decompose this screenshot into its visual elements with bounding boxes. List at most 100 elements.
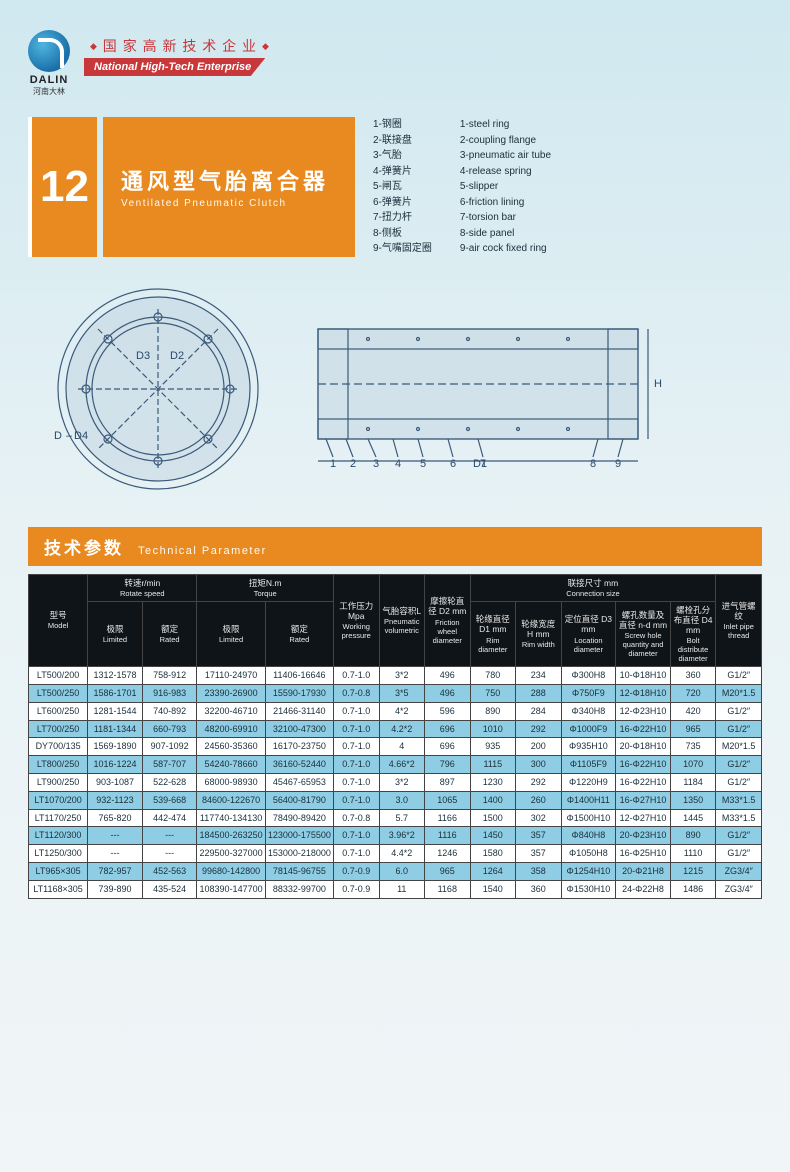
table-cell: 0.7-1.0 xyxy=(333,720,379,738)
table-cell: LT900/250 xyxy=(29,774,88,792)
table-cell: 4.2*2 xyxy=(379,720,425,738)
table-cell: 0.7-1.0 xyxy=(333,756,379,774)
table-cell: 4*2 xyxy=(379,702,425,720)
table-cell: 11406-16646 xyxy=(265,667,333,685)
section-number: 12 xyxy=(28,117,97,257)
table-cell: 12-Φ27H10 xyxy=(616,809,671,827)
table-cell: G1/2″ xyxy=(716,774,762,792)
table-cell: 3*2 xyxy=(379,667,425,685)
table-cell: 890 xyxy=(470,702,516,720)
table-cell: 739-890 xyxy=(88,880,143,898)
legend-item: 1-steel ring xyxy=(460,117,551,133)
legend-item: 3-pneumatic air tube xyxy=(460,148,551,164)
table-cell: --- xyxy=(88,827,143,845)
table-cell: 780 xyxy=(470,667,516,685)
callout-number: 6 xyxy=(450,458,456,469)
table-cell: Φ1220H9 xyxy=(561,774,616,792)
table-row: LT500/2001312-1578758-91217110-249701140… xyxy=(29,667,762,685)
table-cell: 5.7 xyxy=(379,809,425,827)
table-cell: 16-Φ22H10 xyxy=(616,774,671,792)
table-cell: 660-793 xyxy=(142,720,197,738)
table-cell: 496 xyxy=(425,667,471,685)
table-cell: 435-524 xyxy=(142,880,197,898)
table-cell: 765-820 xyxy=(88,809,143,827)
table-cell: 32200-46710 xyxy=(197,702,265,720)
table-cell: 1312-1578 xyxy=(88,667,143,685)
table-cell: 200 xyxy=(516,738,562,756)
table-cell: 1569-1890 xyxy=(88,738,143,756)
table-cell: LT965×305 xyxy=(29,863,88,881)
table-cell: LT1120/300 xyxy=(29,827,88,845)
table-cell: 3.0 xyxy=(379,791,425,809)
table-cell: LT1250/300 xyxy=(29,845,88,863)
table-cell: 1450 xyxy=(470,827,516,845)
svg-text:–: – xyxy=(66,430,73,442)
page-header: DALIN 河南大林 国 家 高 新 技 术 企 业 National High… xyxy=(28,30,762,97)
table-cell: 300 xyxy=(516,756,562,774)
table-cell: 288 xyxy=(516,685,562,703)
table-cell: 0.7-0.8 xyxy=(333,685,379,703)
table-cell: 54240-78660 xyxy=(197,756,265,774)
table-cell: 1166 xyxy=(425,809,471,827)
legend-item: 3-气胎 xyxy=(373,148,432,164)
callout-number: 8 xyxy=(590,458,596,469)
callout-number: 5 xyxy=(420,458,426,469)
legend-item: 7-torsion bar xyxy=(460,210,551,226)
legend-item: 5-闸瓦 xyxy=(373,179,432,195)
table-cell: 68000-98930 xyxy=(197,774,265,792)
table-cell: 78145-96755 xyxy=(265,863,333,881)
table-cell: 21466-31140 xyxy=(265,702,333,720)
legend-item: 4-release spring xyxy=(460,164,551,180)
legend-item: 8-side panel xyxy=(460,226,551,242)
table-cell: 890 xyxy=(670,827,716,845)
table-cell: 452-563 xyxy=(142,863,197,881)
table-cell: G1/2″ xyxy=(716,756,762,774)
spec-table-body: LT500/2001312-1578758-91217110-249701140… xyxy=(29,667,762,898)
callout-number: 1 xyxy=(330,458,336,469)
table-cell: 897 xyxy=(425,774,471,792)
legend-item: 2-联接盘 xyxy=(373,133,432,149)
table-row: LT1070/200932-1123539-66884600-122670564… xyxy=(29,791,762,809)
th-volumetric: 气胎容积LPneumatic volumetric xyxy=(379,574,425,667)
table-cell: Φ1105F9 xyxy=(561,756,616,774)
table-cell: 442-474 xyxy=(142,809,197,827)
spec-table-head: 型号Model 转速r/minRotate speed 扭矩N.mTorque … xyxy=(29,574,762,667)
table-cell: 11 xyxy=(379,880,425,898)
table-row: LT700/2501181-1344660-79348200-699103210… xyxy=(29,720,762,738)
table-row: LT1168×305739-890435-524108390-147700883… xyxy=(29,880,762,898)
table-row: LT1120/300------184500-263250123000-1755… xyxy=(29,827,762,845)
table-cell: 696 xyxy=(425,720,471,738)
table-cell: 539-668 xyxy=(142,791,197,809)
table-cell: 1116 xyxy=(425,827,471,845)
legend-item: 2-coupling flange xyxy=(460,133,551,149)
table-cell: 782-957 xyxy=(88,863,143,881)
table-cell: 0.7-1.0 xyxy=(333,702,379,720)
table-cell: 302 xyxy=(516,809,562,827)
th-torque: 扭矩N.mTorque xyxy=(197,574,334,601)
logo-icon xyxy=(28,30,70,72)
table-row: LT800/2501016-1224587-70754240-786603616… xyxy=(29,756,762,774)
th-friction: 摩擦轮直径 D2 mmFriction wheel diameter xyxy=(425,574,471,667)
table-cell: 84600-122670 xyxy=(197,791,265,809)
label-d3: D3 xyxy=(136,350,150,362)
table-cell: 12-Φ18H10 xyxy=(616,685,671,703)
table-cell: 935 xyxy=(470,738,516,756)
legend-col-cn: 1-钢圈2-联接盘3-气胎4-弹簧片5-闸瓦6-弹簧片7-扭力杆8-侧板9-气嘴… xyxy=(373,117,432,257)
table-cell: LT500/250 xyxy=(29,685,88,703)
table-cell: 1500 xyxy=(470,809,516,827)
table-cell: 735 xyxy=(670,738,716,756)
table-cell: 16-Φ22H10 xyxy=(616,756,671,774)
legend-col-en: 1-steel ring2-coupling flange3-pneumatic… xyxy=(460,117,551,257)
table-cell: 1110 xyxy=(670,845,716,863)
table-cell: Φ1500H10 xyxy=(561,809,616,827)
table-cell: 20-Φ21H8 xyxy=(616,863,671,881)
table-row: LT500/2501586-1701916-98323390-269001559… xyxy=(29,685,762,703)
callout-number: 4 xyxy=(395,458,401,469)
table-cell: 1070 xyxy=(670,756,716,774)
section-title-row: 12 通风型气胎离合器 Ventilated Pneumatic Clutch … xyxy=(28,117,762,257)
table-cell: Φ1050H8 xyxy=(561,845,616,863)
table-cell: 0.7-1.0 xyxy=(333,774,379,792)
table-cell: 0.7-1.0 xyxy=(333,667,379,685)
table-cell: Φ1400H11 xyxy=(561,791,616,809)
table-cell: Φ1530H10 xyxy=(561,880,616,898)
